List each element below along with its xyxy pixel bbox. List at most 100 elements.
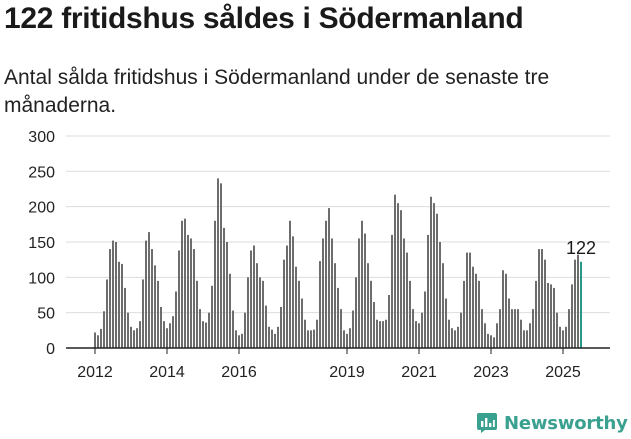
- bar: [145, 240, 147, 348]
- bar: [472, 266, 474, 348]
- bar: [355, 277, 357, 348]
- bar: [307, 330, 309, 348]
- bar: [151, 249, 153, 348]
- bar-latest: [580, 261, 582, 348]
- bar: [106, 279, 108, 348]
- bar: [496, 323, 498, 348]
- bar: [511, 309, 513, 348]
- bar: [133, 330, 135, 348]
- bar: [364, 233, 366, 348]
- bar: [310, 330, 312, 348]
- bar: [196, 280, 198, 348]
- bar: [334, 263, 336, 348]
- newsworthy-logo-icon: [477, 413, 497, 433]
- bar: [136, 328, 138, 348]
- y-tick-label: 150: [28, 235, 55, 252]
- bar: [448, 319, 450, 348]
- bar: [370, 280, 372, 348]
- bar: [205, 322, 207, 348]
- bar: [412, 309, 414, 348]
- bar: [313, 329, 315, 348]
- bar: [457, 326, 459, 348]
- bar: [271, 329, 273, 348]
- chart-annotation: 122: [566, 238, 596, 258]
- bar: [418, 323, 420, 348]
- latest-value-label: 122: [566, 238, 596, 258]
- bar: [256, 263, 258, 348]
- bar: [100, 328, 102, 348]
- bar: [397, 203, 399, 348]
- bar: [277, 326, 279, 348]
- y-tick-label: 100: [28, 270, 55, 287]
- bar: [442, 263, 444, 348]
- bar: [550, 284, 552, 348]
- bar: [376, 319, 378, 348]
- bar: [484, 323, 486, 348]
- y-tick-label: 0: [46, 341, 55, 358]
- bar: [514, 309, 516, 348]
- bar: [130, 326, 132, 348]
- bar: [424, 291, 426, 348]
- bar: [316, 319, 318, 348]
- bar: [139, 321, 141, 348]
- x-tick-label: 2021: [401, 364, 437, 381]
- bar: [358, 238, 360, 348]
- bar: [553, 287, 555, 348]
- bar: [166, 328, 168, 348]
- bar: [214, 220, 216, 348]
- bar: [340, 309, 342, 348]
- bar: [154, 265, 156, 348]
- bar: [289, 220, 291, 348]
- bar: [160, 307, 162, 348]
- bar: [280, 307, 282, 348]
- bar: [97, 335, 99, 348]
- bar: [379, 321, 381, 348]
- bar: [388, 295, 390, 348]
- bar: [241, 333, 243, 348]
- bar: [421, 312, 423, 348]
- bar: [193, 249, 195, 348]
- bar: [247, 277, 249, 348]
- x-tick-label: 2019: [329, 364, 365, 381]
- bar: [349, 328, 351, 348]
- bar: [556, 312, 558, 348]
- bar: [451, 328, 453, 348]
- bar: [325, 220, 327, 348]
- bar: [547, 282, 549, 348]
- bar: [541, 249, 543, 348]
- bar: [172, 316, 174, 348]
- bar: [490, 335, 492, 348]
- bar: [229, 273, 231, 348]
- y-tick-label: 200: [28, 200, 55, 217]
- bar: [142, 279, 144, 348]
- bar: [187, 234, 189, 348]
- bar: [94, 332, 96, 348]
- bar: [286, 245, 288, 348]
- x-tick-label: 2025: [545, 364, 581, 381]
- bar: [163, 321, 165, 348]
- bar: [259, 277, 261, 348]
- brand-name: Newsworthy: [504, 412, 628, 434]
- bar: [295, 266, 297, 348]
- bar: [328, 208, 330, 348]
- bar: [115, 242, 117, 348]
- bar: [517, 309, 519, 348]
- bar: [535, 280, 537, 348]
- bar: [175, 291, 177, 348]
- bar: [298, 280, 300, 348]
- bar: [199, 309, 201, 348]
- bar: [499, 309, 501, 348]
- bar: [118, 261, 120, 348]
- bar: [529, 323, 531, 348]
- bar: [454, 330, 456, 348]
- bar: [481, 309, 483, 348]
- bar: [436, 213, 438, 348]
- page-subtitle: Antal sålda fritidshus i Södermanland un…: [4, 66, 550, 117]
- bar: [373, 302, 375, 348]
- bar: [487, 333, 489, 348]
- bar: [169, 323, 171, 348]
- bar: [235, 330, 237, 348]
- bar: [208, 312, 210, 348]
- bar: [211, 285, 213, 348]
- bar: [430, 196, 432, 348]
